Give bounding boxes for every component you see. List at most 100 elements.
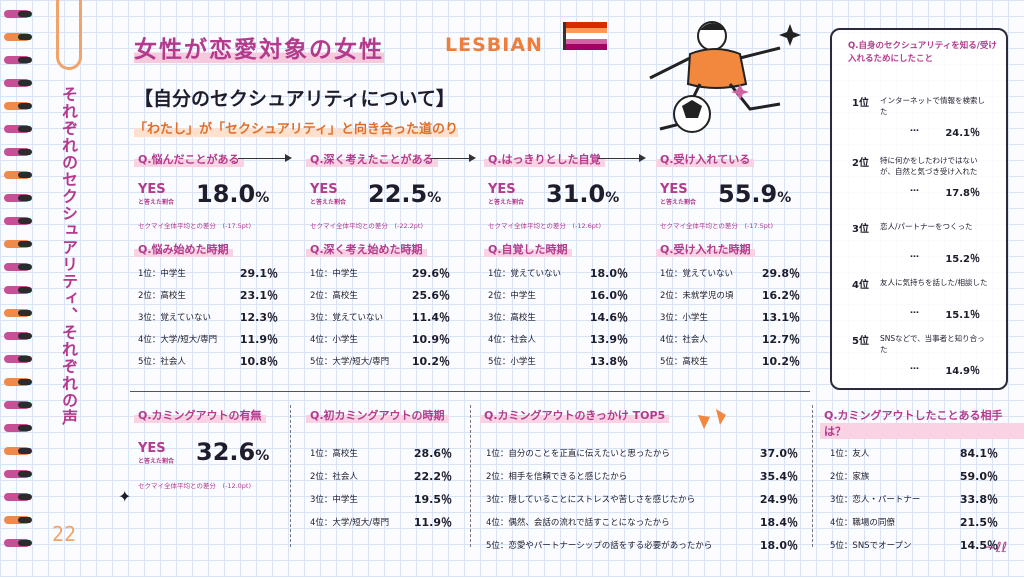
comingout-value: 32.6% (196, 438, 270, 466)
binding-hole (18, 494, 32, 500)
rank-label: 5位：高校生 (660, 357, 708, 367)
rank-label: 2位：相手を信頼できると感じたから (486, 472, 628, 482)
rank-label: 5位：小学生 (488, 357, 536, 367)
rank-row: 3位：覚えていない 12.3％ (138, 309, 278, 325)
stage-yes-label: YES と答えた割合 (488, 182, 525, 206)
stage-value: 18.0% (196, 180, 270, 208)
first-comingout-question: Q.初カミングアウトの時期 (306, 407, 449, 423)
binding-ring (4, 125, 30, 133)
spark-lines-icon (698, 409, 726, 429)
flag-stripe (566, 38, 607, 45)
binding-ring (4, 539, 30, 547)
binding-hole (18, 333, 32, 339)
rank-value: 33.8％ (959, 493, 998, 506)
rank-value: 16.2％ (761, 289, 800, 302)
action-text: 友人に気持ちを話した/相談した (880, 278, 988, 287)
rank-value: 29.8％ (761, 267, 800, 280)
rank-label: 4位：偶然、会話の流れで話すことになったから (486, 518, 670, 528)
rank-value: 18.0％ (759, 539, 798, 552)
page-title-en: LESBIAN (445, 34, 543, 56)
binding-hole (18, 11, 32, 17)
binding-ring (4, 102, 30, 110)
rank-label: 4位：社会人 (660, 335, 708, 345)
rank-row: 4位：社会人 13.9％ (488, 331, 628, 347)
rank-row: 5位：大学/短大/専門 10.2％ (310, 353, 450, 369)
lesbian-flag-icon (563, 22, 607, 50)
action-text: 特に何かをしたわけではないが、自然と気づき受け入れた (880, 156, 978, 176)
rank-row: 1位：友人 84.1％ (830, 445, 998, 461)
rank-row: 4位：偶然、会話の流れで話すことになったから 18.4％ (486, 514, 798, 530)
action-rank: 1位 (852, 98, 869, 109)
rank-value: 14.6％ (589, 311, 628, 324)
section-title: 【自分のセクシュアリティについて】 (134, 88, 455, 110)
rank-row: 2位：中学生 16.0％ (488, 287, 628, 303)
binding-hole (18, 310, 32, 316)
rank-row: 1位：自分のことを正直に伝えたいと思ったから 37.0％ (486, 445, 798, 461)
page-number: 22 (52, 522, 77, 546)
rank-row: 4位：大学/短大/専門 11.9％ (310, 514, 452, 530)
stage-value: 55.9% (718, 180, 792, 208)
stage-question: Q.受け入れている (656, 151, 755, 167)
binding-hole (18, 402, 32, 408)
rank-row: 3位：高校生 14.6％ (488, 309, 628, 325)
flag-stripe (566, 22, 607, 28)
binding-hole (18, 264, 32, 270)
binding-ring (4, 56, 30, 64)
rank-value: 12.7％ (761, 333, 800, 346)
rank-label: 1位：高校生 (310, 449, 358, 459)
flag-stripe (566, 44, 607, 50)
rank-label: 5位：恋愛やパートナーシップの話をする必要があったから (486, 541, 713, 551)
sparkle-icon: ✦ (118, 487, 132, 506)
action-rank: 4位 (852, 280, 869, 291)
rank-row: 2位：高校生 23.1％ (138, 287, 278, 303)
action-value: … 24.1％ (910, 124, 980, 139)
binding-hole (18, 57, 32, 63)
page-title: 女性が恋愛対象の女性 (134, 37, 384, 63)
rank-label: 4位：職場の同僚 (830, 518, 895, 528)
rank-value: 13.8％ (589, 355, 628, 368)
rank-row: 2位：未就学児の頃 16.2％ (660, 287, 800, 303)
binding-ring (4, 194, 30, 202)
flow-arrow (238, 154, 292, 162)
comingout-yes-label: YES と答えた割合 (138, 441, 175, 465)
action-text: SNSなどで、当事者と知り合った (880, 334, 985, 354)
binding-hole (18, 471, 32, 477)
divider (470, 405, 471, 547)
binding-ring (4, 10, 30, 18)
rank-label: 3位：小学生 (660, 313, 708, 323)
vertical-caption: それぞれのセクシュアリティ、それぞれの声 (59, 86, 78, 426)
binding-ring (4, 424, 30, 432)
comingout-diff: セクマイ全体平均との差分 (-12.0pt) (138, 482, 252, 490)
stage-yes-label: YES と答えた割合 (138, 182, 175, 206)
rank-value: 59.0％ (959, 470, 998, 483)
flag-stripe (566, 33, 607, 39)
rank-row: 3位：隠していることにストレスや苦しさを感じたから 24.9％ (486, 491, 798, 507)
rank-value: 14.5％ (959, 539, 998, 552)
rank-value: 18.4％ (759, 516, 798, 529)
rank-label: 1位：自分のことを正直に伝えたいと思ったから (486, 449, 670, 459)
stage-question: Q.深く考えたことがある (306, 151, 438, 167)
binding-hole (18, 195, 32, 201)
flag-stripe (566, 27, 607, 34)
rank-value: 18.0％ (589, 267, 628, 280)
rank-label: 4位：大学/短大/専門 (138, 335, 218, 345)
action-text: インターネットで情報を検索した (880, 96, 985, 116)
action-rank: 2位 (852, 158, 869, 169)
rank-label: 3位：恋人・パートナー (830, 495, 921, 505)
action-value: … 17.8％ (910, 184, 980, 199)
stage-value: 22.5% (368, 180, 442, 208)
rank-label: 2位：中学生 (488, 291, 536, 301)
trigger-question: Q.カミングアウトのきっかけ TOP5 (480, 407, 670, 423)
stage-diff: セクマイ全体平均との差分 (-12.6pt) (488, 222, 602, 230)
action-value: … 15.1％ (910, 306, 980, 321)
action-value: … 15.2％ (910, 250, 980, 265)
binding-hole (18, 517, 32, 523)
rank-label: 2位：高校生 (138, 291, 186, 301)
binding-ring (4, 516, 30, 524)
section-subtitle: 「わたし」が「セクシュアリティ」と向き合った道のり (134, 118, 458, 137)
rank-row: 2位：高校生 25.6％ (310, 287, 450, 303)
stage-timing-question: Q.悩み始めた時期 (134, 241, 233, 257)
action-rank: 5位 (852, 336, 869, 347)
binding-hole (18, 356, 32, 362)
rank-label: 2位：未就学児の頃 (660, 291, 734, 301)
